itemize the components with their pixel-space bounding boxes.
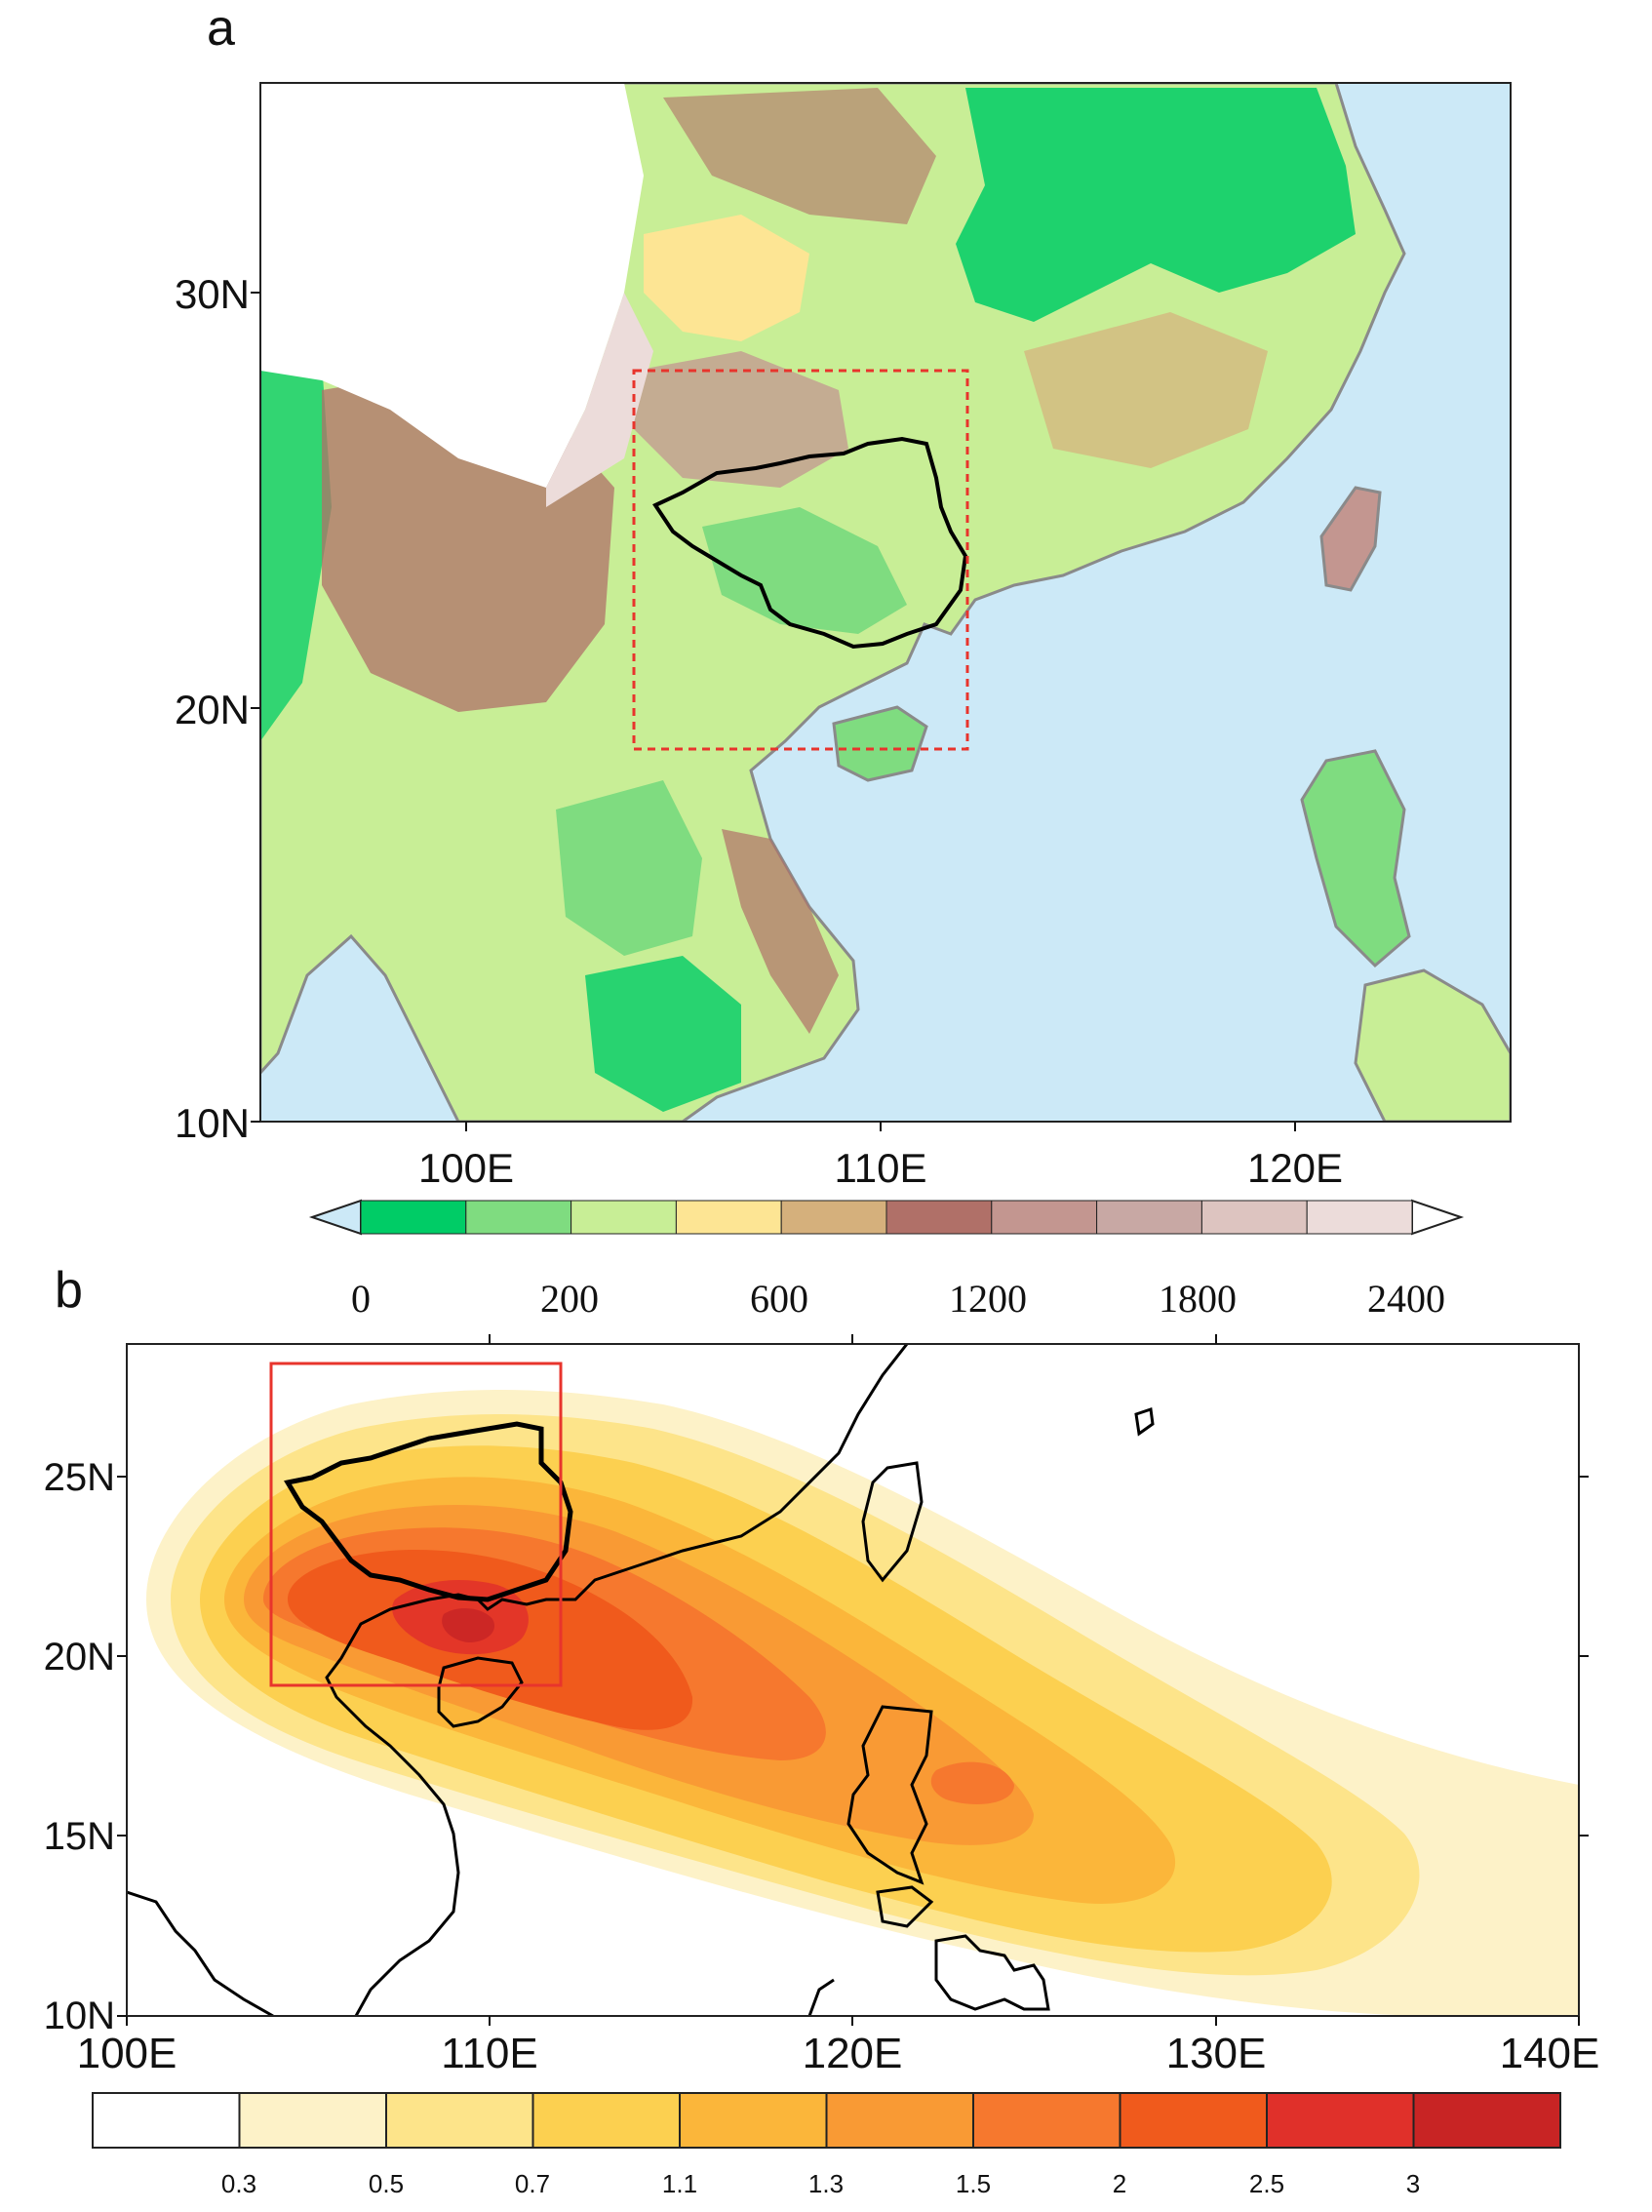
b-lon-tick-140e: 140E — [1500, 2030, 1600, 2077]
colorbar-a-swatch-3 — [675, 1200, 782, 1235]
highland-qinling — [663, 88, 936, 224]
colorbar-b-labels: 0.3 0.5 0.7 1.1 1.3 1.5 2 2.5 3 — [221, 2169, 1420, 2198]
coastline-china — [325, 1344, 909, 2016]
lat-tick-10n: 10N — [175, 1100, 250, 1146]
highland-annamite — [722, 829, 839, 1034]
colorbar-a-swatch-1 — [465, 1200, 572, 1235]
colorbar-b-label-0.3: 0.3 — [221, 2169, 256, 2198]
mindanao-coast — [934, 1934, 1050, 2011]
lon-tick-100e: 100E — [418, 1145, 514, 1191]
lowland-red-basin — [644, 215, 809, 341]
tibetan-plateau — [260, 83, 644, 488]
highland-guizhou — [634, 351, 848, 488]
coastline-indochina — [127, 1890, 274, 2016]
panel-b-ticks — [117, 1334, 1589, 2026]
visayas-islands — [1354, 968, 1511, 1122]
b-lon-tick-110e: 110E — [441, 2030, 538, 2077]
colorbar-a-label-200: 200 — [540, 1277, 599, 1321]
panel-b-colorbar — [92, 2092, 1561, 2149]
colorbar-a-left-arrow — [308, 1199, 362, 1236]
guangxi-boundary — [652, 436, 968, 650]
b-lat-tick-25n: 25N — [44, 1456, 115, 1499]
colorbar-b-label-1.3: 1.3 — [808, 2169, 844, 2198]
panel-a-colorbar — [308, 1199, 1465, 1236]
colorbar-a-swatch-5 — [885, 1200, 993, 1235]
colorbar-b-label-0.7: 0.7 — [515, 2169, 550, 2198]
panel-a-label: a — [207, 0, 235, 57]
lowland-west — [260, 341, 332, 741]
lowland-guangxi — [702, 507, 907, 634]
colorbar-b-label-1.5: 1.5 — [956, 2169, 991, 2198]
colorbar-b-swatch-9 — [1412, 2092, 1561, 2149]
colorbar-b-swatch-2 — [385, 2092, 534, 2149]
colorbar-b-label-3: 3 — [1406, 2169, 1420, 2198]
colorbar-b-label-0.5: 0.5 — [369, 2169, 404, 2198]
colorbar-b-swatch-5 — [825, 2092, 974, 2149]
plateau-edge — [546, 293, 653, 507]
colorbar-a-swatch-9 — [1306, 1200, 1413, 1235]
colorbar-a-right-arrow — [1411, 1199, 1465, 1236]
b-lon-tick-120e: 120E — [803, 2030, 903, 2077]
colorbar-a-swatch-0 — [360, 1200, 467, 1235]
panel-b-label: b — [55, 1262, 83, 1319]
lowland-delta — [585, 956, 741, 1112]
panel-a-frame — [259, 82, 1512, 1123]
lon-tick-120e: 120E — [1247, 1145, 1343, 1191]
colorbar-a-label-1200: 1200 — [949, 1277, 1027, 1321]
lowland-east-china — [956, 88, 1356, 322]
lowland-mekong — [556, 780, 702, 956]
colorbar-b-swatch-3 — [531, 2092, 681, 2149]
colorbar-b-frame — [92, 2092, 1561, 2149]
colorbar-a-swatch-2 — [570, 1200, 677, 1235]
colorbar-b-swatch-8 — [1266, 2092, 1415, 2149]
colorbar-b-label-2: 2 — [1113, 2169, 1126, 2198]
contour-inner-blob — [930, 1761, 1014, 1804]
study-region-box-b — [269, 1362, 563, 1687]
lat-tick-30n: 30N — [175, 271, 250, 317]
taiwan-island — [1319, 486, 1382, 592]
hainan-coast — [437, 1656, 524, 1728]
colorbar-b-swatch-1 — [238, 2092, 387, 2149]
coastline-west — [807, 1978, 835, 2016]
b-lat-tick-15n: 15N — [44, 1815, 115, 1858]
colorbar-b-swatch-7 — [1119, 2092, 1268, 2149]
colorbar-a-swatch-8 — [1200, 1200, 1308, 1235]
panel-a-lon-axis — [465, 1122, 1296, 1131]
b-lat-tick-10n: 10N — [44, 1995, 115, 2037]
colorbar-a-swatch-7 — [1096, 1200, 1202, 1235]
colorbar-a-labels: 0 200 600 1200 1800 2400 — [351, 1277, 1445, 1321]
colorbar-a-swatch-4 — [780, 1200, 887, 1235]
b-lat-tick-20n: 20N — [44, 1636, 115, 1679]
small-island-north — [1134, 1407, 1155, 1437]
lat-tick-20n: 20N — [175, 687, 250, 732]
panel-a-map — [260, 83, 1511, 1122]
taiwan-coast — [861, 1461, 924, 1583]
panel-a-lat-axis — [251, 292, 260, 1123]
luzon-coast — [846, 1705, 933, 1885]
colorbar-a-label-0: 0 — [351, 1277, 371, 1321]
guangxi-boundary-b — [284, 1421, 573, 1602]
study-region-box — [632, 369, 969, 751]
panel-b-map — [127, 1344, 1579, 2016]
colorbar-b-swatch-4 — [679, 2092, 828, 2149]
colorbar-b-swatch-6 — [972, 2092, 1121, 2149]
colorbar-b-label-2.5: 2.5 — [1249, 2169, 1284, 2198]
highland-southeast — [1024, 312, 1268, 468]
b-lon-tick-130e: 130E — [1166, 2030, 1267, 2077]
colorbar-b-label-1.1: 1.1 — [662, 2169, 697, 2198]
hainan-island — [832, 705, 928, 782]
colorbar-a-label-2400: 2400 — [1367, 1277, 1445, 1321]
b-lon-tick-100e: 100E — [77, 2030, 177, 2077]
colorbar-a-swatch-6 — [991, 1200, 1098, 1235]
lon-tick-110e: 110E — [835, 1145, 927, 1191]
luzon-island — [1300, 749, 1411, 968]
visayas-coast — [876, 1885, 934, 1928]
colorbar-a-label-600: 600 — [750, 1277, 808, 1321]
colorbar-b-swatch-0 — [92, 2092, 241, 2149]
colorbar-a-label-1800: 1800 — [1159, 1277, 1237, 1321]
contour-3 — [442, 1607, 495, 1642]
